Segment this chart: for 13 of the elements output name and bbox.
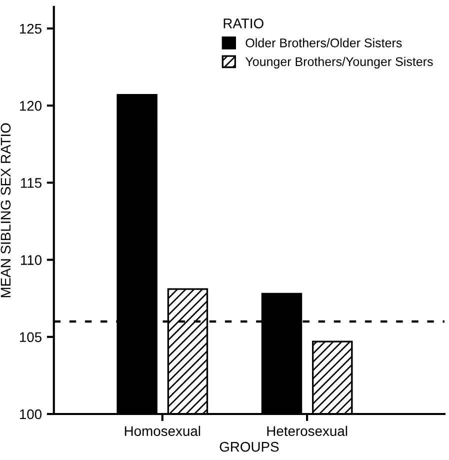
y-tick-label: 110	[20, 255, 42, 265]
y-tick-label: 115	[20, 178, 42, 188]
y-tick-label: 105	[20, 332, 42, 342]
x-tick-label: Heterosexual	[267, 426, 348, 436]
y-tick-label: 120	[20, 100, 42, 111]
y-tick-label: 100	[20, 409, 42, 420]
legend-title: RATIO	[224, 18, 264, 28]
legend-label: Younger Brothers/Younger Sisters	[245, 56, 433, 69]
x-axis-title: GROUPS	[220, 442, 279, 452]
y-tick-label: 125	[20, 24, 42, 34]
legend-label: Older Brothers/Older Sisters	[246, 38, 402, 48]
x-tick-label: Homosexual	[124, 426, 200, 436]
y-axis-title: MEAN SIBLING SEX RATIO	[0, 123, 11, 298]
